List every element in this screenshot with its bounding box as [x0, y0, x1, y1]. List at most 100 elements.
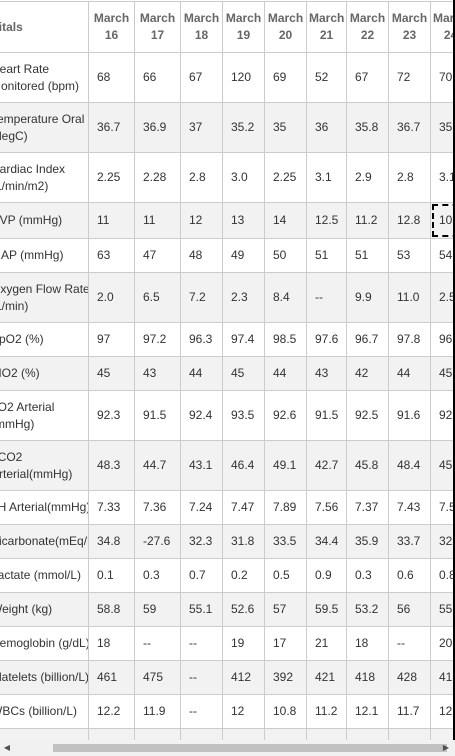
table-cell[interactable]: 10.8: [264, 694, 307, 729]
table-cell[interactable]: 96.3: [180, 322, 223, 357]
table-cell[interactable]: 3.1: [430, 152, 455, 203]
table-cell[interactable]: 47: [134, 238, 181, 273]
table-cell[interactable]: 2.9: [346, 152, 389, 203]
table-cell[interactable]: 31.8: [222, 524, 265, 559]
table-cell[interactable]: 53: [388, 238, 431, 273]
table-cell[interactable]: --: [180, 660, 223, 695]
table-cell[interactable]: 392: [264, 660, 307, 695]
table-cell[interactable]: 96.7: [346, 322, 389, 357]
table-cell[interactable]: 0.5: [264, 558, 307, 593]
horizontal-scrollbar-thumb[interactable]: [53, 744, 447, 752]
table-cell[interactable]: 7.33: [88, 490, 135, 525]
table-cell[interactable]: 35.9: [346, 524, 389, 559]
table-cell[interactable]: 2.0: [88, 272, 135, 323]
table-cell[interactable]: 13: [222, 202, 265, 239]
table-cell[interactable]: 43: [306, 356, 347, 391]
table-cell[interactable]: 92.3: [88, 390, 135, 441]
table-cell[interactable]: --: [306, 272, 347, 323]
table-cell[interactable]: 12.8: [388, 202, 431, 239]
table-cell[interactable]: 18: [88, 626, 135, 661]
table-cell[interactable]: 0.6: [388, 558, 431, 593]
table-cell[interactable]: 21: [306, 626, 347, 661]
table-cell[interactable]: 36.7: [388, 102, 431, 153]
table-cell[interactable]: 58.8: [88, 592, 135, 627]
table-cell[interactable]: 59.5: [306, 592, 347, 627]
table-cell[interactable]: 92.6: [264, 390, 307, 441]
table-cell[interactable]: 0.2: [222, 558, 265, 593]
table-cell[interactable]: 67: [180, 52, 223, 103]
table-cell[interactable]: 70: [430, 52, 455, 103]
table-cell[interactable]: 55.7: [430, 592, 455, 627]
table-cell[interactable]: 11.0: [388, 272, 431, 323]
table-cell[interactable]: 7.59: [430, 490, 455, 525]
table-cell[interactable]: 44: [388, 356, 431, 391]
table-cell[interactable]: 2.3: [222, 272, 265, 323]
table-cell[interactable]: 68: [88, 52, 135, 103]
table-cell[interactable]: 418: [346, 660, 389, 695]
table-cell[interactable]: 92.5: [346, 390, 389, 441]
table-cell[interactable]: 475: [134, 660, 181, 695]
table-cell[interactable]: 36.7: [88, 102, 135, 153]
table-cell[interactable]: 7.56: [306, 490, 347, 525]
table-cell[interactable]: 9.9: [346, 272, 389, 323]
table-cell[interactable]: 421: [306, 660, 347, 695]
table-cell[interactable]: 72: [388, 52, 431, 103]
table-cell[interactable]: 0.1: [88, 558, 135, 593]
table-cell[interactable]: 48: [180, 238, 223, 273]
table-cell[interactable]: 44: [264, 356, 307, 391]
horizontal-scrollbar[interactable]: ◀ ▶: [0, 740, 455, 756]
table-cell[interactable]: 2.25: [264, 152, 307, 203]
table-cell[interactable]: 56: [388, 592, 431, 627]
table-cell[interactable]: 20: [430, 626, 455, 661]
table-cell[interactable]: 46.4: [222, 440, 265, 491]
table-cell[interactable]: 49: [222, 238, 265, 273]
table-cell[interactable]: 0.3: [346, 558, 389, 593]
table-cell[interactable]: 51: [306, 238, 347, 273]
right-arrow-icon[interactable]: ▶: [442, 743, 450, 752]
table-cell[interactable]: 2.28: [134, 152, 181, 203]
table-cell[interactable]: 35.8: [346, 102, 389, 153]
table-cell[interactable]: 55.1: [180, 592, 223, 627]
table-cell[interactable]: --: [180, 626, 223, 661]
table-cell[interactable]: 45: [88, 356, 135, 391]
table-cell[interactable]: 12.1: [430, 694, 455, 729]
table-cell-focused[interactable]: 10.9: [430, 202, 455, 239]
table-cell[interactable]: 428: [388, 660, 431, 695]
table-cell[interactable]: 412: [222, 660, 265, 695]
table-cell[interactable]: 2.5: [430, 272, 455, 323]
table-cell[interactable]: 7.89: [264, 490, 307, 525]
table-cell[interactable]: 92.5: [430, 390, 455, 441]
table-cell[interactable]: 53.2: [346, 592, 389, 627]
table-cell[interactable]: 48.4: [388, 440, 431, 491]
table-cell[interactable]: 45.3: [430, 440, 455, 491]
table-cell[interactable]: 17: [264, 626, 307, 661]
table-cell[interactable]: 35.2: [222, 102, 265, 153]
table-cell[interactable]: 97.4: [222, 322, 265, 357]
table-cell[interactable]: 59: [134, 592, 181, 627]
table-cell[interactable]: 2.25: [88, 152, 135, 203]
table-cell[interactable]: 34.4: [306, 524, 347, 559]
table-cell[interactable]: 52.6: [222, 592, 265, 627]
table-cell[interactable]: 43.1: [180, 440, 223, 491]
table-cell[interactable]: 33.7: [388, 524, 431, 559]
table-cell[interactable]: 7.2: [180, 272, 223, 323]
table-cell[interactable]: 7.24: [180, 490, 223, 525]
table-cell[interactable]: 97.2: [134, 322, 181, 357]
table-cell[interactable]: 11.7: [388, 694, 431, 729]
table-cell[interactable]: 11.2: [346, 202, 389, 239]
table-cell[interactable]: 7.47: [222, 490, 265, 525]
table-cell[interactable]: 45: [430, 356, 455, 391]
table-cell[interactable]: 35.6: [430, 102, 455, 153]
table-cell[interactable]: 66: [134, 52, 181, 103]
table-cell[interactable]: 19: [222, 626, 265, 661]
table-cell[interactable]: [388, 728, 431, 740]
table-cell[interactable]: 7.43: [388, 490, 431, 525]
table-cell[interactable]: 97.8: [388, 322, 431, 357]
table-cell[interactable]: 45.8: [346, 440, 389, 491]
table-cell[interactable]: 49.1: [264, 440, 307, 491]
table-cell[interactable]: 57: [264, 592, 307, 627]
table-cell[interactable]: 32.3: [180, 524, 223, 559]
table-cell[interactable]: 120: [222, 52, 265, 103]
table-cell[interactable]: 0.9: [306, 558, 347, 593]
table-cell[interactable]: [180, 728, 223, 740]
